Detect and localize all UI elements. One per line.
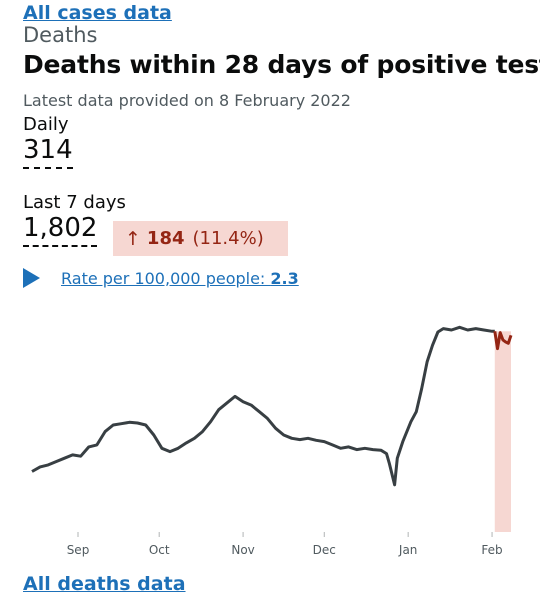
x-tick-label: Dec (313, 543, 336, 557)
change-badge: ↑ 184 (11.4%) (113, 221, 288, 256)
x-tick-label: Jan (398, 543, 418, 557)
recent-series-line (493, 331, 513, 351)
last-7-days-label: Last 7 days (23, 192, 126, 213)
rate-link-text: Rate per 100,000 people: (61, 268, 271, 288)
recent-period-highlight (494, 331, 511, 532)
rate-row[interactable]: Rate per 100,000 people: 2.3 (23, 268, 299, 288)
change-percent: (11.4%) (192, 228, 264, 249)
page-title: Deaths within 28 days of positive test (23, 50, 540, 79)
x-tick-label: Oct (149, 543, 170, 557)
last-7-days-value[interactable]: 1,802 (23, 213, 98, 247)
play-triangle-icon[interactable] (23, 268, 40, 288)
change-value: 184 (146, 228, 185, 249)
latest-data-date: Latest data provided on 8 February 2022 (23, 91, 351, 110)
daily-value[interactable]: 314 (23, 135, 73, 169)
rate-value: 2.3 (270, 268, 299, 288)
section-caption: Deaths (23, 23, 98, 47)
all-deaths-data-link[interactable]: All deaths data (23, 573, 186, 595)
x-tick-label: Nov (231, 543, 254, 557)
x-tick-label: Feb (481, 543, 502, 557)
all-cases-data-link[interactable]: All cases data (23, 2, 172, 24)
arrow-up-icon: ↑ (125, 227, 141, 250)
rate-link[interactable]: Rate per 100,000 people: 2.3 (61, 269, 299, 288)
daily-label: Daily (23, 114, 69, 135)
deaths-chart: Sep Oct Nov Dec Jan Feb (31, 325, 513, 557)
x-tick-label: Sep (67, 543, 90, 557)
series-line (31, 325, 495, 487)
